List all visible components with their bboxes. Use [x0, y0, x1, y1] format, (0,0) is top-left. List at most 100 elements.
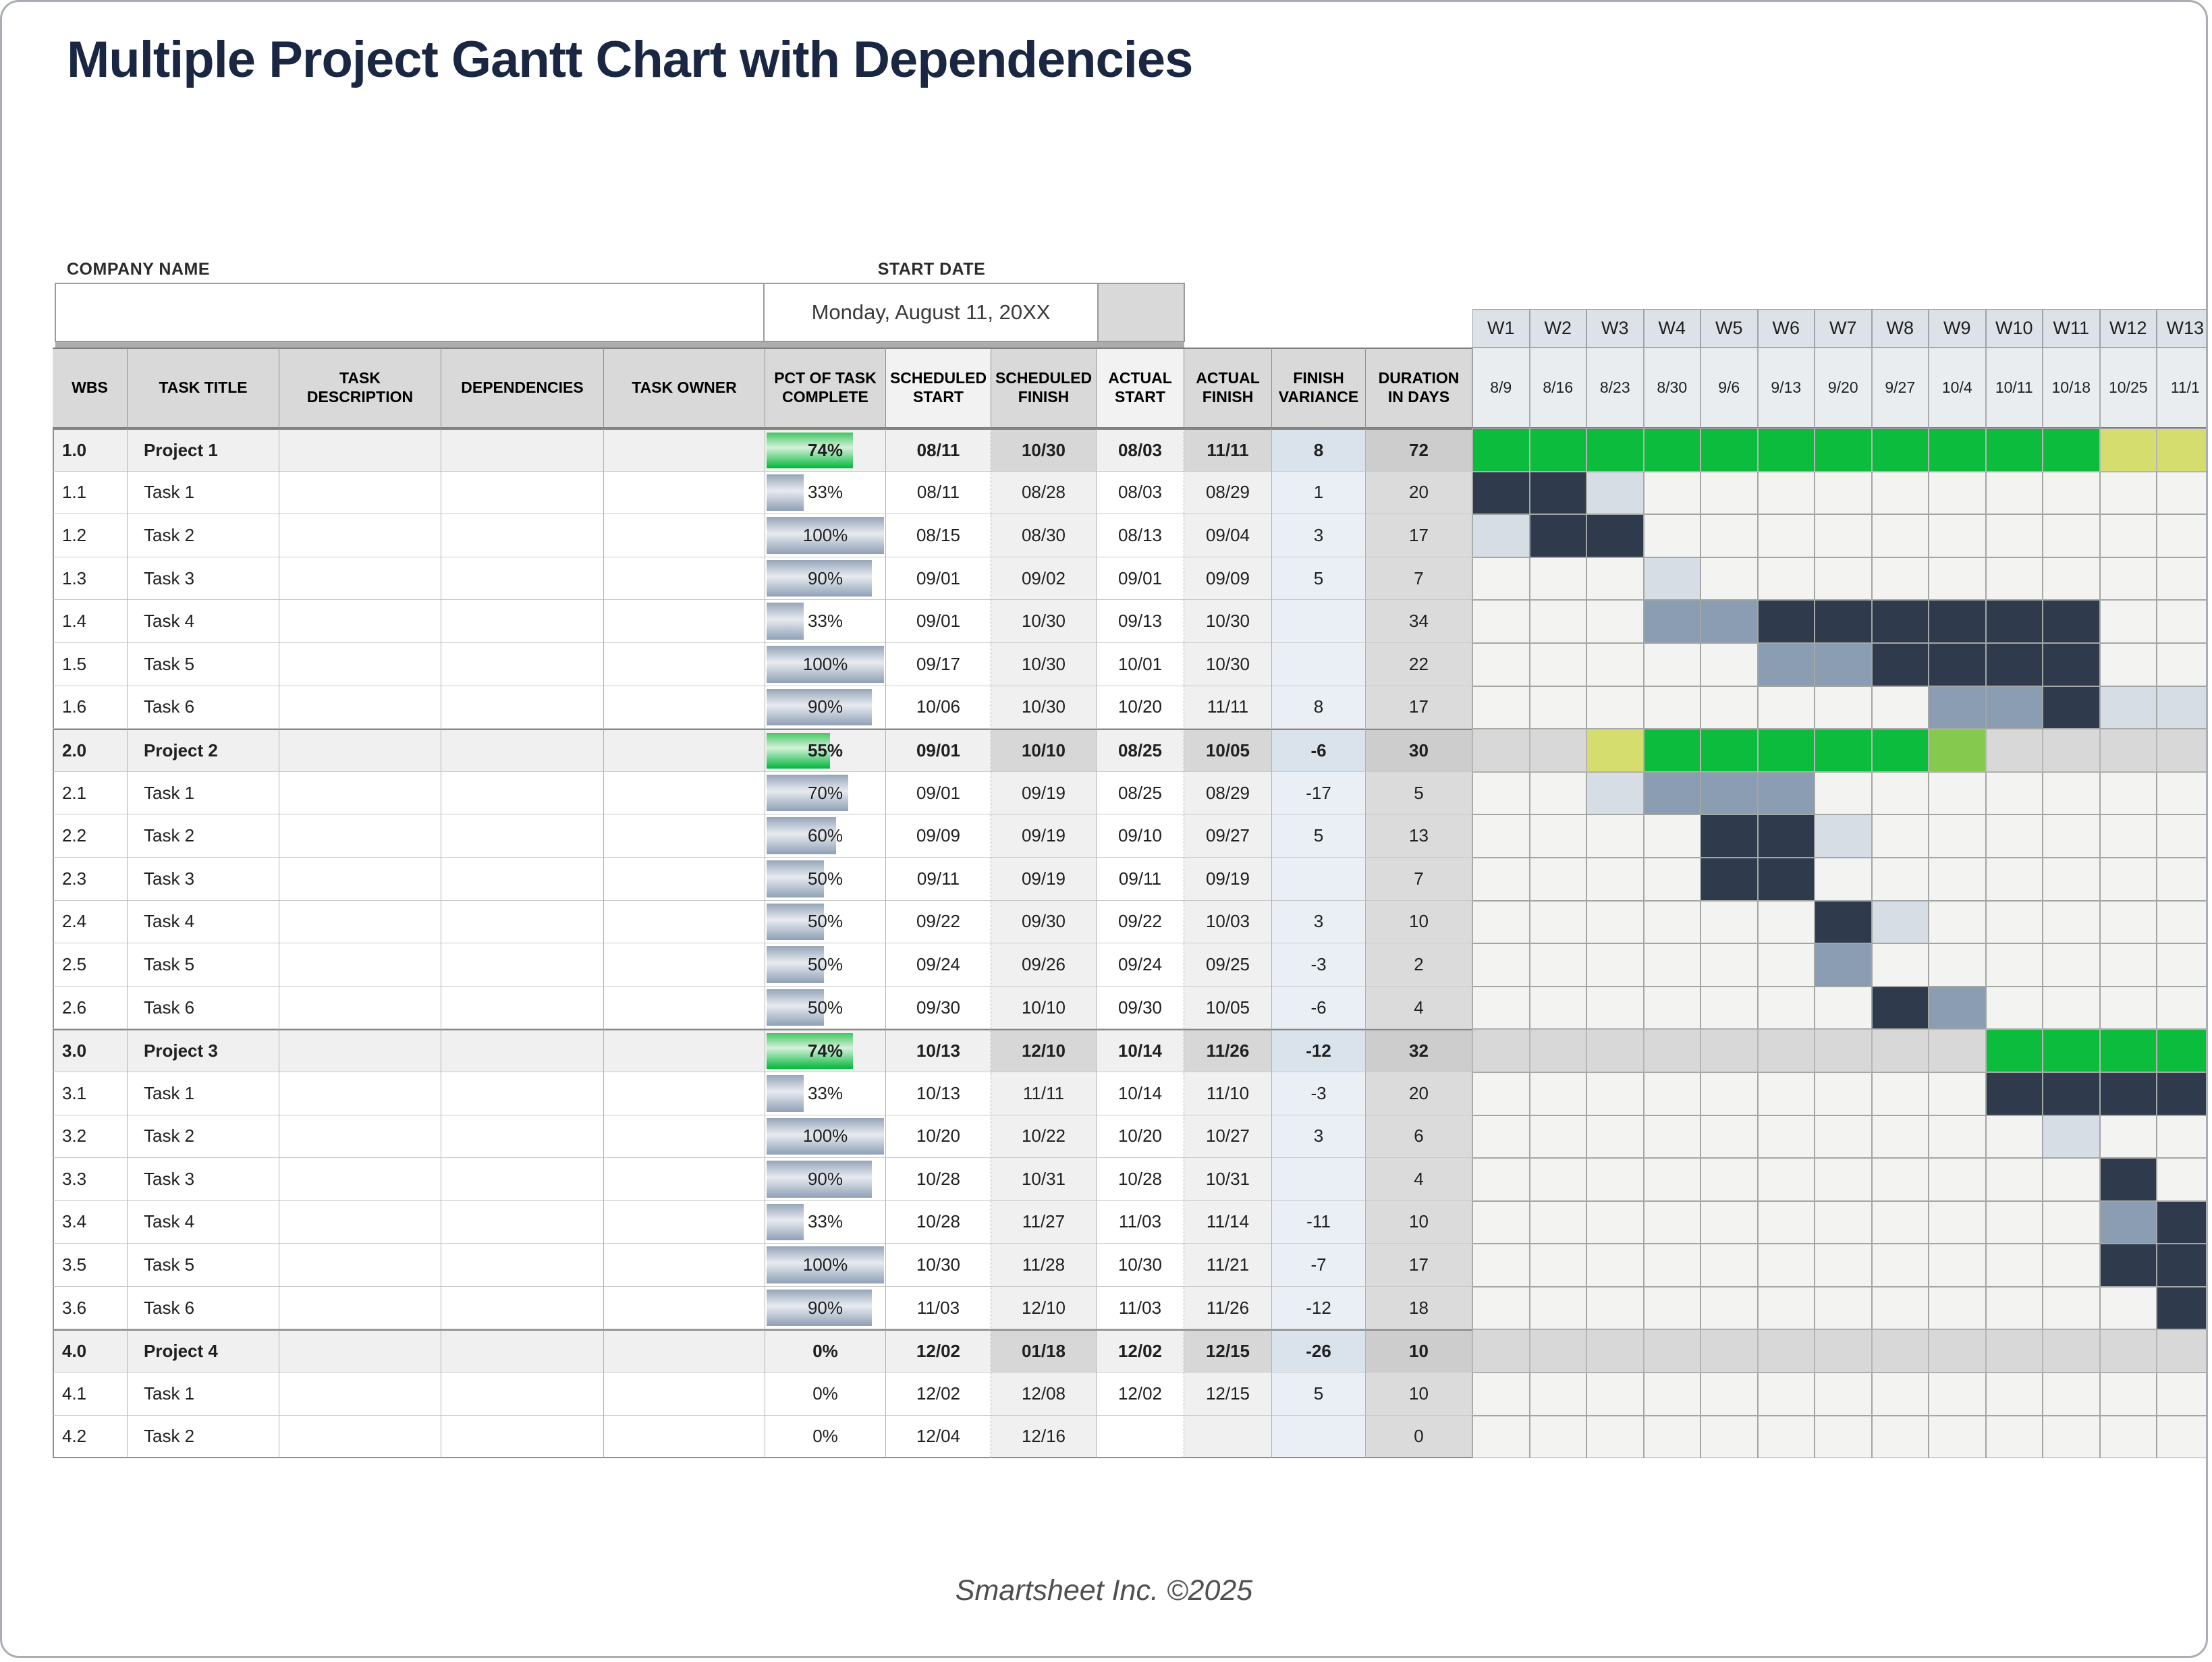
gantt-cell[interactable]: [1586, 600, 1644, 643]
gantt-cell[interactable]: [1757, 557, 1815, 601]
pct-complete-cell[interactable]: 60%: [765, 814, 886, 858]
finish-variance-cell[interactable]: -12: [1272, 1286, 1366, 1330]
gantt-cell[interactable]: [1529, 471, 1586, 515]
gantt-cell[interactable]: [1929, 1286, 1986, 1330]
pct-complete-cell[interactable]: 50%: [765, 943, 886, 987]
week-header-cell[interactable]: W5: [1701, 309, 1758, 348]
actual-start-cell[interactable]: 12/02: [1097, 1373, 1184, 1416]
gantt-cell[interactable]: [1472, 686, 1530, 729]
gantt-cell[interactable]: [1815, 557, 1872, 601]
pct-complete-cell[interactable]: 50%: [765, 857, 886, 901]
gantt-cell[interactable]: [1529, 1373, 1586, 1416]
pct-complete-cell[interactable]: 0%: [765, 1415, 886, 1459]
gantt-cell[interactable]: [2099, 686, 2157, 729]
gantt-cell[interactable]: [2157, 900, 2206, 944]
gantt-cell[interactable]: [1757, 986, 1815, 1030]
gantt-cell[interactable]: [1871, 1415, 1929, 1459]
gantt-cell[interactable]: [1929, 557, 1986, 601]
task-owner-cell[interactable]: [604, 1286, 765, 1330]
wbs-cell[interactable]: 2.6: [53, 986, 128, 1030]
scheduled-finish-cell[interactable]: 11/27: [991, 1200, 1097, 1244]
scheduled-start-cell[interactable]: 10/13: [886, 1072, 991, 1115]
task-title-cell[interactable]: Task 5: [128, 642, 279, 686]
gantt-cell[interactable]: [1871, 1329, 1929, 1373]
actual-start-cell[interactable]: 08/03: [1097, 471, 1184, 515]
gantt-cell[interactable]: [1929, 771, 1986, 815]
gantt-cell[interactable]: [1529, 1200, 1586, 1244]
dependencies-cell[interactable]: [441, 600, 604, 643]
actual-start-cell[interactable]: 08/03: [1097, 428, 1184, 472]
week-date-cell[interactable]: 9/27: [1871, 348, 1929, 428]
gantt-cell[interactable]: [1871, 771, 1929, 815]
scheduled-start-cell[interactable]: 09/01: [886, 729, 991, 772]
task-owner-cell[interactable]: [604, 1072, 765, 1115]
task-title-cell[interactable]: Task 2: [128, 514, 279, 557]
duration-cell[interactable]: 13: [1366, 814, 1472, 858]
finish-variance-cell[interactable]: -7: [1272, 1244, 1366, 1287]
gantt-cell[interactable]: [1472, 1200, 1530, 1244]
gantt-cell[interactable]: [2043, 1244, 2100, 1287]
task-description-cell[interactable]: [279, 1286, 441, 1330]
wbs-cell[interactable]: 1.0: [53, 428, 128, 472]
gantt-cell[interactable]: [1985, 600, 2043, 643]
week-header-cell[interactable]: W7: [1815, 309, 1872, 348]
gantt-cell[interactable]: [1815, 857, 1872, 901]
pct-complete-cell[interactable]: 55%: [765, 729, 886, 772]
dependencies-cell[interactable]: [441, 1244, 604, 1287]
task-title-cell[interactable]: Task 2: [128, 1115, 279, 1159]
week-date-cell[interactable]: 10/11: [1985, 348, 2043, 428]
pct-complete-cell[interactable]: 90%: [765, 686, 886, 729]
gantt-cell[interactable]: [1529, 986, 1586, 1030]
duration-cell[interactable]: 10: [1366, 1329, 1472, 1373]
finish-variance-cell[interactable]: [1272, 1415, 1366, 1459]
gantt-cell[interactable]: [1985, 1115, 2043, 1159]
finish-variance-cell[interactable]: -11: [1272, 1200, 1366, 1244]
gantt-cell[interactable]: [1586, 471, 1644, 515]
gantt-cell[interactable]: [1472, 428, 1530, 472]
column-header-10[interactable]: FINISH VARIANCE: [1272, 348, 1366, 428]
scheduled-finish-cell[interactable]: 08/28: [991, 471, 1097, 515]
gantt-cell[interactable]: [2099, 943, 2157, 987]
scheduled-finish-cell[interactable]: 12/16: [991, 1415, 1097, 1459]
task-owner-cell[interactable]: [604, 729, 765, 772]
gantt-cell[interactable]: [1757, 900, 1815, 944]
gantt-cell[interactable]: [1586, 814, 1644, 858]
pct-complete-cell[interactable]: 70%: [765, 771, 886, 815]
gantt-cell[interactable]: [2043, 1373, 2100, 1416]
gantt-cell[interactable]: [1586, 1244, 1644, 1287]
scheduled-start-cell[interactable]: 09/22: [886, 900, 991, 944]
gantt-cell[interactable]: [2157, 986, 2206, 1030]
actual-start-cell[interactable]: 12/02: [1097, 1329, 1184, 1373]
gantt-cell[interactable]: [1701, 943, 1758, 987]
actual-finish-cell[interactable]: 09/25: [1184, 943, 1272, 987]
duration-cell[interactable]: 30: [1366, 729, 1472, 772]
scheduled-finish-cell[interactable]: 12/08: [991, 1373, 1097, 1416]
actual-finish-cell[interactable]: 11/14: [1184, 1200, 1272, 1244]
gantt-cell[interactable]: [2043, 986, 2100, 1030]
gantt-cell[interactable]: [1701, 1200, 1758, 1244]
wbs-cell[interactable]: 3.0: [53, 1029, 128, 1072]
actual-finish-cell[interactable]: 10/05: [1184, 729, 1272, 772]
wbs-cell[interactable]: 1.5: [53, 642, 128, 686]
duration-cell[interactable]: 4: [1366, 986, 1472, 1030]
gantt-cell[interactable]: [1929, 857, 1986, 901]
scheduled-start-cell[interactable]: 10/20: [886, 1115, 991, 1159]
actual-start-cell[interactable]: 09/30: [1097, 986, 1184, 1030]
gantt-cell[interactable]: [1586, 642, 1644, 686]
week-date-cell[interactable]: 9/13: [1757, 348, 1815, 428]
task-owner-cell[interactable]: [604, 1415, 765, 1459]
task-title-cell[interactable]: Project 1: [128, 428, 279, 472]
gantt-cell[interactable]: [2043, 642, 2100, 686]
gantt-cell[interactable]: [2099, 1373, 2157, 1416]
task-owner-cell[interactable]: [604, 642, 765, 686]
scheduled-finish-cell[interactable]: 12/10: [991, 1286, 1097, 1330]
gantt-cell[interactable]: [1757, 1072, 1815, 1115]
scheduled-finish-cell[interactable]: 08/30: [991, 514, 1097, 557]
gantt-cell[interactable]: [1985, 900, 2043, 944]
scheduled-start-cell[interactable]: 09/01: [886, 557, 991, 601]
week-header-cell[interactable]: W10: [1985, 309, 2043, 348]
scheduled-start-cell[interactable]: 09/11: [886, 857, 991, 901]
gantt-cell[interactable]: [1529, 1329, 1586, 1373]
actual-start-cell[interactable]: 10/20: [1097, 1115, 1184, 1159]
gantt-cell[interactable]: [2099, 1115, 2157, 1159]
